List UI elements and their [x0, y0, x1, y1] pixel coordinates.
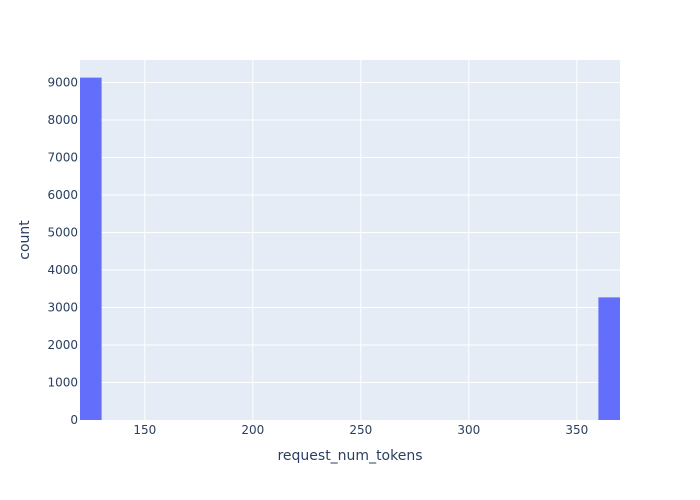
y-tick-label: 3000	[47, 301, 78, 315]
y-tick-label: 4000	[47, 263, 78, 277]
y-tick-label: 9000	[47, 76, 78, 90]
x-tick-label: 150	[133, 423, 156, 437]
y-tick-label: 7000	[47, 151, 78, 165]
y-tick-label: 1000	[47, 376, 78, 390]
histogram-bar	[598, 297, 620, 420]
plot-area	[80, 60, 620, 420]
y-tick-label: 8000	[47, 113, 78, 127]
y-tick-label: 6000	[47, 188, 78, 202]
y-axis-ticks: 0 1000 2000 3000 4000 5000 6000 7000 8000 9000	[47, 76, 78, 428]
x-tick-label: 200	[241, 423, 264, 437]
y-tick-label: 2000	[47, 338, 78, 352]
y-tick-label: 0	[70, 413, 78, 427]
x-tick-label: 350	[565, 423, 588, 437]
x-tick-label: 250	[349, 423, 372, 437]
x-axis-ticks: 150 200 250 300 350	[133, 423, 588, 437]
y-tick-label: 5000	[47, 226, 78, 240]
histogram-bar	[80, 77, 102, 420]
x-axis-title: request_num_tokens	[277, 448, 422, 464]
bars	[80, 77, 620, 420]
gridlines	[80, 60, 620, 420]
y-axis-title: count	[17, 220, 33, 260]
x-tick-label: 300	[457, 423, 480, 437]
